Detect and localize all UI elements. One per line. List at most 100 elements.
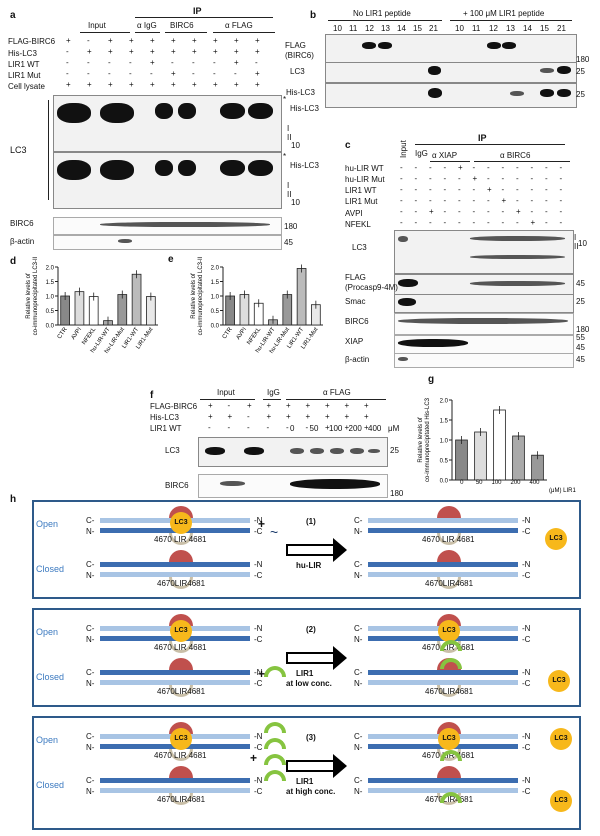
bar [474,431,487,481]
sign-mark: - [305,423,309,432]
sign-mark: + [255,69,260,78]
b-his-blot [325,83,577,108]
protein-strand [100,572,250,577]
f-mw180: 180 [390,489,404,498]
lc3-protein: LC3 [438,620,460,642]
bar [117,294,128,326]
sign-mark: - [213,58,216,67]
b-plus-peptide: + 100 μM LIR1 peptide [463,9,545,18]
sign-mark: + [150,58,155,67]
sign-mark: + [87,80,92,89]
step-number: (1) [306,517,316,526]
b-flag: FLAG [285,41,306,50]
sign-mark: - [108,69,111,78]
terminus-label: -N [522,560,531,569]
sign-mark: - [516,218,519,227]
c-row-1: hu-LIR Mut [345,175,385,184]
lc3-protein: LC3 [438,728,460,750]
panel-c-label: c [345,140,351,151]
y-tick-label: 2.0 [211,266,220,272]
fraction-label: 10 [455,24,464,33]
sign-mark: + [234,80,239,89]
a-ii-2: II [287,190,292,199]
a-row-0: FLAG-BIRC6 [8,37,56,46]
f-input: Input [217,388,235,397]
protein-strand [368,778,518,783]
sign-mark: - [530,185,534,194]
protein-strand [100,670,250,675]
terminus-label: N- [354,743,363,752]
terminus-label: N- [86,571,95,580]
y-tick-label: 0.5 [46,309,55,315]
sign-mark: + [150,36,155,45]
sign-mark: - [559,207,563,216]
lir-label: 4670 LIR 4681 [422,535,475,544]
sign-mark: - [443,185,447,194]
scheme-box [32,500,581,599]
sign-mark: - [472,163,476,172]
fraction-label: 10 [333,24,342,33]
lc3-released: LC3 [545,528,567,550]
lir-label: 4670LIR4681 [425,579,474,588]
chart-e: 0.0 0.5 1.0 1.5 2.0 CTR AVPI NFEKL hu-LIR-WT hu-L… [165,255,340,370]
lir-motif [437,506,461,518]
sign-mark: + [286,412,291,421]
protein-strand [100,562,250,567]
sign-mark: - [559,218,563,227]
terminus-label: -C [254,571,263,580]
terminus-label: -N [254,668,263,677]
state-closed: Closed [36,780,65,790]
sign-mark: - [487,218,490,227]
terminus-label: N- [354,679,363,688]
sign-mark: + [247,401,252,410]
terminus-label: -N [522,668,531,677]
step-text: LIR1 [296,777,314,786]
lir-motif [437,766,461,778]
sign-mark: - [414,196,418,205]
sign-mark: - [487,196,490,205]
y-tick-label: 1.5 [46,280,55,286]
step-text: hu-LIR [296,561,322,570]
sign-mark: - [501,218,505,227]
fraction-label: 11 [349,24,358,33]
y-tick-label: 1.0 [211,295,220,301]
c-row-2: LIR1 WT [345,186,377,195]
state-open: Open [36,627,59,637]
reaction-arrow [286,760,334,772]
bar [512,435,525,481]
sign-mark: - [400,185,403,194]
sign-mark: + [325,401,330,410]
lc3-protein: LC3 [170,512,192,534]
b-mw180: 180 [576,55,590,64]
sign-mark: - [472,207,476,216]
sign-mark: - [530,174,534,183]
sign-mark: + [344,401,350,410]
sign-mark: + [66,80,71,89]
a-ii-1: II [287,133,292,142]
fraction-label: 12 [489,24,498,33]
y-axis-label: Relative levels of [26,273,32,319]
sign-mark: - [458,218,461,227]
sign-mark: - [559,196,563,205]
x-tick-label: CTR [222,326,234,340]
terminus-label: -N [254,560,263,569]
a-i-1: I [287,124,290,133]
sign-mark: - [487,174,490,183]
panel-h-label: h [10,494,17,505]
sign-mark: - [87,69,90,78]
f-flag: α FLAG [323,388,351,397]
lir1-bound [440,750,462,761]
y-axis-label: co-immunoprecipitated LC3-II [33,256,39,335]
fraction-label: 21 [557,24,566,33]
c-smac: Smac [345,297,366,306]
sign-mark: + [305,412,311,421]
sign-mark: - [458,185,461,194]
fraction-label: 15 [540,24,549,33]
y-tick-label: 0.5 [440,459,449,465]
plus-sign: + [258,667,266,681]
terminus-label: -C [254,679,263,688]
bar [493,409,506,481]
sign-mark: - [266,423,270,432]
sign-mark: - [458,196,461,205]
